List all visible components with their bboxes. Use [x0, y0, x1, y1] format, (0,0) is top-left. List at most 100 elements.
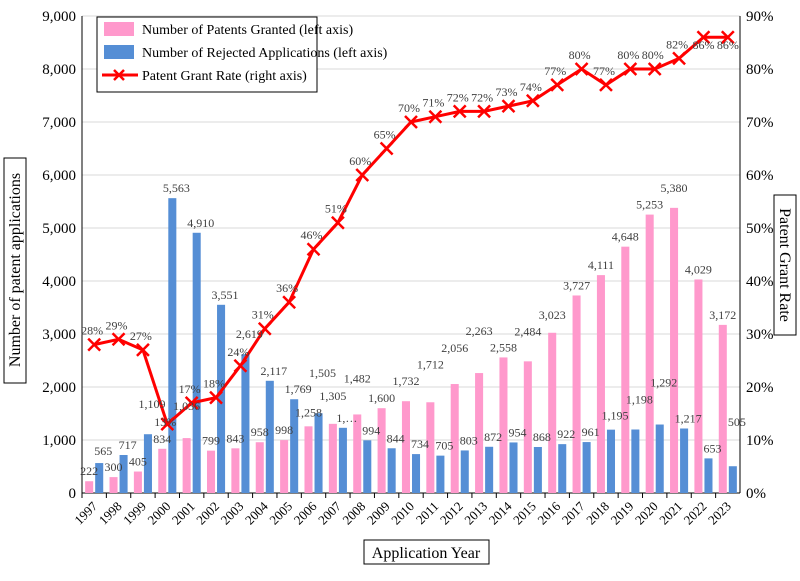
bar-rejected [461, 450, 469, 493]
x-tick-label: 2003 [218, 499, 247, 528]
y-tick-label: 4,000 [42, 274, 76, 290]
bar-rejected [168, 198, 176, 493]
data-label-rejected: 565 [94, 444, 112, 458]
legend-swatch [104, 45, 134, 59]
bar-rejected [315, 413, 323, 493]
bar-granted [134, 472, 142, 493]
bar-granted [719, 325, 727, 493]
data-label-granted: 958 [251, 425, 269, 439]
bar-rejected [680, 428, 688, 493]
y-tick-label: 2,000 [42, 380, 76, 396]
y2-tick-label: 20% [746, 380, 774, 396]
data-label-rejected: 1,195 [601, 409, 628, 423]
bar-granted [256, 442, 264, 493]
data-label-granted: 5,253 [636, 198, 663, 212]
data-label-granted: 1,732 [392, 374, 419, 388]
data-label-rejected: 505 [728, 415, 746, 429]
marker-grant-rate [283, 296, 295, 308]
data-label-rate: 72% [447, 90, 469, 104]
x-tick-label: 2020 [632, 499, 661, 528]
data-label-granted: 1,305 [319, 389, 346, 403]
data-label-rate: 80% [617, 48, 639, 62]
data-label-rate: 24% [227, 345, 249, 359]
x-tick-label: 2016 [534, 498, 563, 527]
bar-granted [353, 414, 361, 493]
data-label-granted: 1,712 [417, 357, 444, 371]
bar-rejected [607, 430, 615, 493]
data-label-granted: 4,029 [685, 262, 712, 276]
x-tick-label: 2015 [510, 499, 539, 528]
data-label-rate: 18% [203, 377, 225, 391]
data-label-granted: 843 [226, 431, 244, 445]
data-label-granted: 222 [80, 464, 98, 478]
data-label-rejected: 3,551 [212, 288, 239, 302]
y-tick-label: 8,000 [42, 62, 76, 78]
data-label-rate: 65% [374, 128, 396, 142]
data-label-rate: 29% [106, 318, 128, 332]
data-label-rate: 46% [301, 228, 323, 242]
data-label-rate: 86% [692, 38, 714, 52]
data-label-rate: 70% [398, 101, 420, 115]
data-label-granted: 2,558 [490, 340, 517, 354]
data-label-rejected: 803 [460, 433, 478, 447]
bar-granted [329, 424, 337, 493]
y-tick-label: 3,000 [42, 327, 76, 343]
bar-granted [694, 279, 702, 493]
bar-rejected [193, 233, 201, 493]
marker-grant-rate [332, 217, 344, 229]
data-label-rejected: 4,910 [187, 216, 214, 230]
data-label-granted: 1,482 [344, 371, 371, 385]
data-label-rejected: 734 [411, 437, 429, 451]
data-label-rejected: 922 [557, 427, 575, 441]
y2-tick-label: 0% [746, 486, 766, 502]
bar-granted [621, 247, 629, 493]
bar-rejected [631, 430, 639, 493]
data-label-rejected: 954 [509, 425, 527, 439]
x-tick-label: 2017 [559, 498, 588, 527]
x-tick-label: 2012 [437, 499, 466, 528]
data-label-rate: 80% [569, 48, 591, 62]
data-label-rate: 36% [276, 281, 298, 295]
x-tick-label: 2008 [339, 499, 368, 528]
x-tick-label: 2006 [291, 498, 320, 527]
bar-rejected [729, 466, 737, 493]
data-label-granted: 2,263 [466, 324, 493, 338]
x-tick-label: 2011 [413, 499, 442, 528]
bar-rejected [558, 444, 566, 493]
data-label-rate: 77% [544, 64, 566, 78]
bar-rejected [583, 442, 591, 493]
y-tick-label: 9,000 [42, 9, 76, 25]
bar-granted [207, 451, 215, 493]
data-label-rejected: 1,109 [138, 397, 165, 411]
y2-tick-label: 70% [746, 115, 774, 131]
bar-rejected [339, 428, 347, 493]
data-label-rejected: 994 [362, 423, 380, 437]
x-tick-label: 2023 [705, 499, 734, 528]
data-label-rate: 82% [666, 37, 688, 51]
y-tick-label: 1,000 [42, 433, 76, 449]
x-tick-label: 2010 [388, 499, 417, 528]
bar-granted [402, 401, 410, 493]
data-label-rejected: 1,505 [309, 366, 336, 380]
y2-tick-label: 90% [746, 9, 774, 25]
data-label-rejected: 1,769 [285, 382, 312, 396]
y-axis-title: Number of patent applications [7, 173, 24, 367]
data-label-granted: 4,648 [612, 230, 639, 244]
y2-axis-title: Patent Grant Rate [776, 208, 793, 322]
y2-tick-label: 80% [746, 62, 774, 78]
marker-grant-rate [308, 243, 320, 255]
data-label-granted: 2,484 [514, 324, 541, 338]
data-label-rate: 80% [642, 48, 664, 62]
marker-grant-rate [551, 79, 563, 91]
y-tick-label: 5,000 [42, 221, 76, 237]
y2-tick-label: 10% [746, 433, 774, 449]
bar-granted [378, 408, 386, 493]
bar-granted [304, 426, 312, 493]
bar-rejected [388, 448, 396, 493]
data-label-rejected: 1,217 [675, 411, 702, 425]
x-tick-label: 2021 [656, 499, 685, 528]
data-label-rate: 71% [422, 96, 444, 110]
x-tick-label: 2002 [193, 499, 222, 528]
x-tick-label: 2009 [364, 499, 393, 528]
data-label-rejected: 717 [119, 438, 137, 452]
